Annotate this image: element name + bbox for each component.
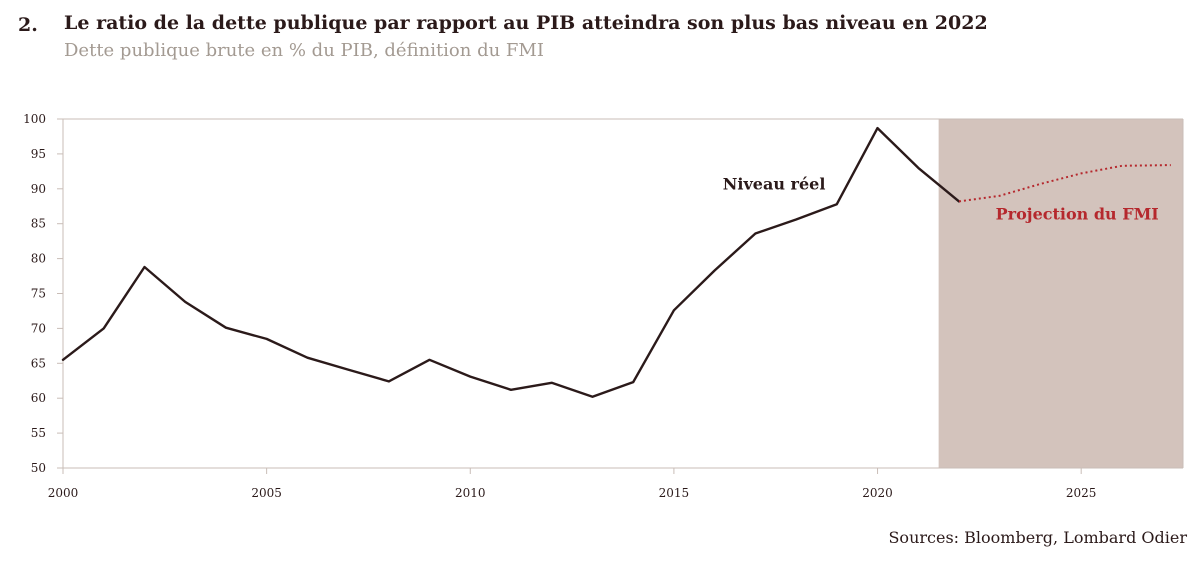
y-tick-label: 55 — [31, 426, 46, 440]
source-note: Sources: Bloomberg, Lombard Odier — [888, 528, 1187, 547]
x-tick-label: 2005 — [251, 486, 282, 500]
x-tick-label: 2020 — [862, 486, 893, 500]
x-tick-label: 2015 — [659, 486, 690, 500]
projection-background — [938, 119, 1183, 468]
y-tick-label: 95 — [31, 147, 46, 161]
annotation-projection-fmi: Projection du FMI — [996, 205, 1159, 224]
y-tick-label: 80 — [31, 252, 46, 266]
y-tick-label: 65 — [31, 356, 46, 370]
chart-title: Le ratio de la dette publique par rappor… — [64, 12, 988, 34]
y-tick-label: 100 — [23, 112, 46, 126]
x-tick-label: 2010 — [455, 486, 486, 500]
y-tick-label: 60 — [31, 391, 46, 405]
chart-number: 2. — [18, 14, 38, 36]
y-tick-label: 75 — [31, 287, 46, 301]
x-tick-label: 2000 — [48, 486, 79, 500]
annotation-niveau-reel: Niveau réel — [723, 174, 826, 193]
projection-series-line — [958, 164, 1171, 203]
y-tick-label: 50 — [31, 461, 46, 475]
actual-series-line — [61, 126, 961, 398]
y-tick-label: 90 — [31, 182, 46, 196]
y-tick-label: 85 — [31, 217, 46, 231]
chart-subtitle: Dette publique brute en % du PIB, défini… — [64, 40, 544, 61]
x-tick-label: 2025 — [1066, 486, 1097, 500]
y-tick-label: 70 — [31, 321, 46, 335]
